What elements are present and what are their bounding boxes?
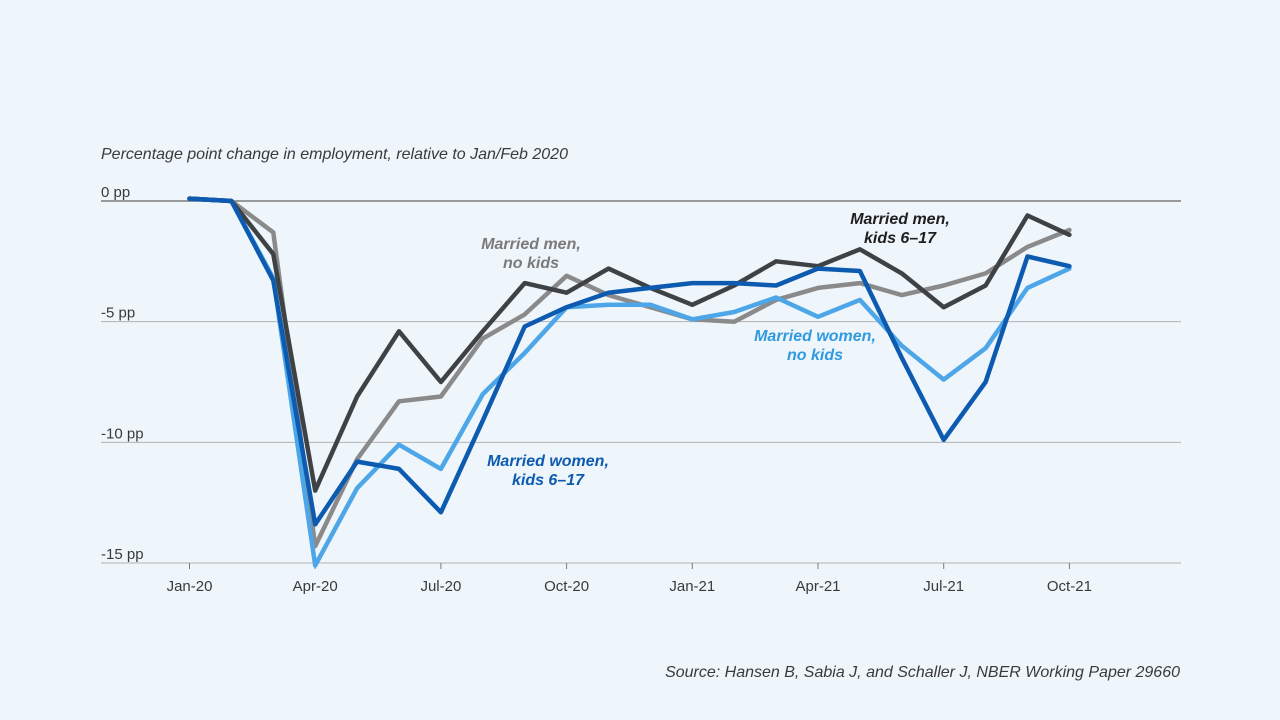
y-tick-label: -15 pp bbox=[101, 546, 144, 563]
series-line bbox=[187, 196, 1072, 568]
x-tick-label: Jan-20 bbox=[167, 578, 213, 595]
source-note: Source: Hansen B, Sabia J, and Schaller … bbox=[665, 664, 1180, 681]
x-tick-label: Apr-20 bbox=[293, 578, 338, 595]
x-tick-label: Jul-21 bbox=[923, 578, 964, 595]
x-tick-label: Oct-20 bbox=[544, 578, 589, 595]
series-label: Married men, kids 6–17 bbox=[850, 211, 950, 247]
y-axis-title: Percentage point change in employment, r… bbox=[101, 146, 568, 163]
series-lines bbox=[187, 196, 1072, 568]
y-tick-label: -5 pp bbox=[101, 305, 135, 322]
x-tick-label: Jan-21 bbox=[669, 578, 715, 595]
x-tick-label: Oct-21 bbox=[1047, 578, 1092, 595]
y-tick-label: 0 pp bbox=[101, 184, 130, 201]
series-line bbox=[187, 196, 1072, 527]
x-axis: Jan-20 Apr-20 Jul-20 Oct-20 Jan-21 Apr-21 Jul-… bbox=[167, 563, 1092, 595]
x-tick-label: Jul-20 bbox=[420, 578, 461, 595]
y-axis-ticks: 0 pp -5 pp -10 pp -15 pp bbox=[101, 184, 144, 563]
x-tick-label: Apr-21 bbox=[795, 578, 840, 595]
series-line bbox=[187, 196, 1072, 493]
series-label: Married women, no kids bbox=[754, 328, 876, 364]
gridlines bbox=[101, 200, 1181, 564]
series-labels: Married men, no kids Married women, no kids… bbox=[481, 211, 950, 489]
series-label: Married men, no kids bbox=[481, 236, 581, 272]
series-label: Married women, kids 6–17 bbox=[487, 453, 609, 489]
y-tick-label: -10 pp bbox=[101, 425, 144, 442]
